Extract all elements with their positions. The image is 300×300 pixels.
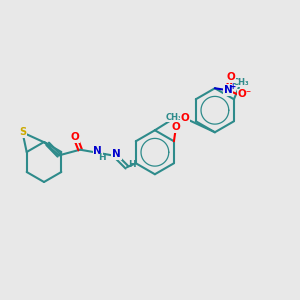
Text: +: +	[229, 82, 235, 91]
Text: N: N	[112, 149, 121, 159]
Text: O: O	[71, 132, 80, 142]
Text: O: O	[181, 113, 189, 123]
Text: O⁻: O⁻	[238, 89, 252, 99]
Text: N: N	[94, 146, 102, 156]
Text: CH₃: CH₃	[166, 113, 182, 122]
Text: H: H	[98, 153, 106, 162]
Text: N: N	[224, 85, 232, 95]
Text: CH₃: CH₃	[232, 78, 249, 87]
Text: O: O	[226, 72, 235, 82]
Text: O: O	[172, 122, 180, 132]
Text: S: S	[19, 128, 26, 137]
Text: H: H	[128, 160, 136, 169]
